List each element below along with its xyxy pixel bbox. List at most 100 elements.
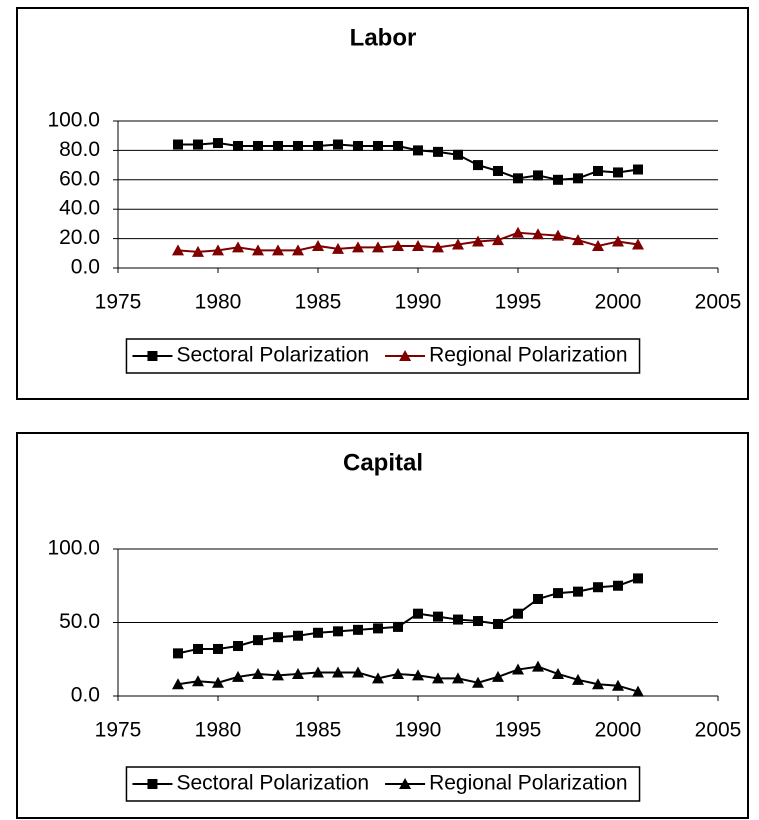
marker [373, 140, 383, 151]
x-tick-label: 2005 [695, 719, 742, 742]
marker [492, 670, 504, 682]
legend-label: Regional Polarization [429, 344, 627, 367]
marker [193, 139, 203, 150]
x-tick-label: 1975 [95, 291, 142, 314]
marker [513, 173, 523, 184]
marker [493, 165, 503, 176]
marker [412, 239, 424, 251]
marker [492, 234, 504, 246]
marker [292, 244, 304, 256]
marker [273, 140, 283, 151]
y-tick-label: 50.0 [59, 610, 100, 633]
y-tick-label: 100.0 [47, 537, 100, 560]
x-tick-label: 1995 [495, 719, 542, 742]
marker [352, 241, 364, 253]
marker [233, 140, 243, 151]
marker [453, 149, 463, 160]
marker [393, 140, 403, 151]
marker [513, 608, 523, 619]
legend-marker [399, 350, 412, 361]
y-tick-label: 60.0 [59, 167, 100, 190]
chart: Capital 0.0 50.0 100.0 1975 1980 1985 1990 1995 2… [16, 432, 749, 819]
marker [392, 239, 404, 251]
marker [532, 228, 544, 240]
marker [313, 140, 323, 151]
marker [372, 241, 384, 253]
marker [173, 139, 183, 150]
legend-marker [147, 351, 158, 361]
marker [373, 623, 383, 634]
legend-label: Regional Polarization [429, 772, 627, 795]
marker [273, 632, 283, 643]
marker [413, 145, 423, 156]
marker [413, 608, 423, 619]
marker [573, 586, 583, 597]
marker [472, 676, 484, 688]
x-tick-label: 1980 [195, 719, 242, 742]
marker [612, 679, 624, 691]
y-tick-label: 0.0 [71, 684, 100, 707]
legend-box [125, 766, 641, 802]
x-tick-label: 1990 [395, 719, 442, 742]
legend: Sectoral Polarization Regional Polarizati… [125, 338, 641, 374]
marker [432, 672, 444, 684]
chart-title: Capital [343, 449, 423, 476]
marker [253, 635, 263, 646]
marker [533, 170, 543, 181]
marker [312, 239, 324, 251]
marker [192, 245, 204, 257]
x-tick-label: 2000 [595, 719, 642, 742]
legend-box [125, 338, 641, 374]
marker [512, 226, 524, 238]
marker [512, 663, 524, 675]
marker [453, 614, 463, 625]
legend-marker [399, 778, 412, 789]
y-tick-label: 100.0 [47, 109, 100, 132]
y-tick-label: 20.0 [59, 226, 100, 249]
marker [553, 588, 563, 599]
marker [333, 626, 343, 637]
marker [613, 580, 623, 591]
marker [213, 643, 223, 654]
marker [633, 164, 643, 175]
chart-frame [16, 7, 749, 400]
x-tick-label: 1990 [395, 291, 442, 314]
marker [433, 611, 443, 622]
marker [633, 573, 643, 584]
marker [293, 140, 303, 151]
x-tick-label: 2005 [695, 291, 742, 314]
x-tick-label: 2000 [595, 291, 642, 314]
marker [532, 660, 544, 672]
marker [293, 630, 303, 641]
marker [332, 666, 344, 678]
marker [353, 624, 363, 635]
marker [292, 667, 304, 679]
marker [552, 229, 564, 241]
marker [272, 669, 284, 681]
marker [212, 676, 224, 688]
marker [593, 165, 603, 176]
marker [452, 672, 464, 684]
marker [572, 234, 584, 246]
marker [472, 235, 484, 247]
marker [332, 242, 344, 254]
marker [272, 244, 284, 256]
marker [173, 648, 183, 659]
marker [573, 173, 583, 184]
marker [313, 627, 323, 638]
marker [553, 174, 563, 185]
marker [353, 140, 363, 151]
legend-marker [147, 779, 158, 789]
marker [213, 138, 223, 149]
marker [232, 241, 244, 253]
marker [612, 235, 624, 247]
marker [393, 621, 403, 632]
marker [613, 167, 623, 178]
marker [533, 593, 543, 604]
marker [193, 643, 203, 654]
x-tick-label: 1985 [295, 719, 342, 742]
marker [352, 666, 364, 678]
marker [473, 160, 483, 171]
legend-label: Sectoral Polarization [176, 772, 369, 795]
